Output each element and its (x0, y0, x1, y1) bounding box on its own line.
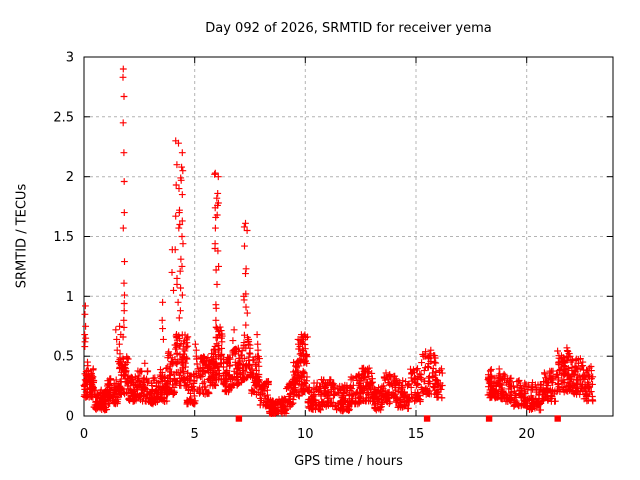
x-axis-label: GPS time / hours (294, 454, 403, 469)
svg-text:5: 5 (191, 427, 199, 442)
svg-text:0.5: 0.5 (53, 350, 74, 365)
svg-text:10: 10 (297, 427, 314, 442)
svg-text:15: 15 (408, 427, 425, 442)
svg-text:1.5: 1.5 (53, 230, 74, 245)
svg-text:20: 20 (518, 427, 535, 442)
svg-text:0: 0 (66, 410, 74, 425)
svg-text:1: 1 (66, 290, 74, 305)
svg-text:2.5: 2.5 (53, 110, 74, 125)
svg-text:0: 0 (80, 427, 88, 442)
svg-text:3: 3 (66, 51, 74, 66)
svg-text:2: 2 (66, 170, 74, 185)
chart-title: Day 092 of 2026, SRMTID for receiver yem… (205, 21, 492, 36)
